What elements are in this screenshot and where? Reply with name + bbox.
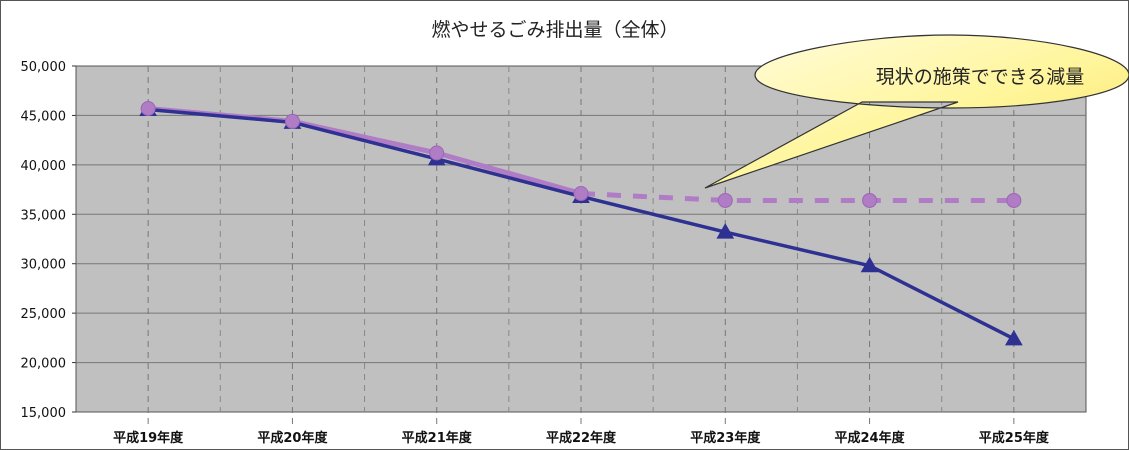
circle-marker — [863, 193, 877, 207]
y-tick-label: 25,000 — [21, 307, 67, 322]
circle-marker — [1007, 193, 1021, 207]
y-tick-label: 50,000 — [21, 60, 67, 75]
x-tick-label: 平成19年度 — [113, 430, 184, 446]
circle-marker — [718, 193, 732, 207]
y-tick-label: 30,000 — [21, 258, 67, 273]
y-tick-label: 15,000 — [21, 406, 67, 421]
callout-text: 現状の施策でできる減量 — [876, 66, 1085, 88]
x-tick-label: 平成25年度 — [979, 430, 1050, 446]
circle-marker — [141, 102, 155, 116]
y-tick-label: 45,000 — [21, 109, 67, 124]
circle-marker — [285, 114, 299, 128]
chart-title: 燃やせるごみ排出量（全体） — [431, 19, 678, 41]
circle-marker — [430, 146, 444, 160]
x-tick-label: 平成23年度 — [690, 430, 761, 446]
x-tick-label: 平成21年度 — [402, 430, 473, 446]
y-tick-label: 20,000 — [21, 357, 67, 372]
x-tick-label: 平成24年度 — [835, 430, 906, 446]
x-tick-label: 平成20年度 — [257, 430, 328, 446]
y-tick-label: 35,000 — [21, 208, 67, 223]
y-tick-label: 40,000 — [21, 159, 67, 174]
circle-marker — [574, 187, 588, 201]
x-tick-label: 平成22年度 — [546, 430, 617, 446]
